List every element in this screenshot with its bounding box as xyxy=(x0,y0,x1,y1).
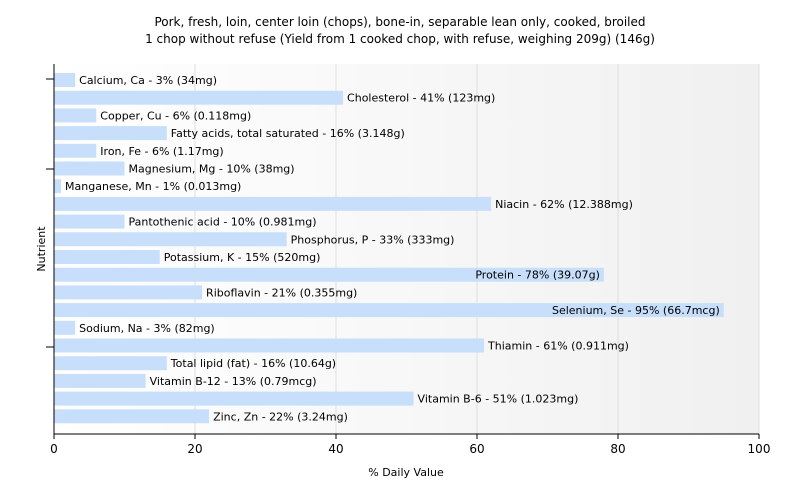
plot-background xyxy=(54,64,759,434)
bar-label: Manganese, Mn - 1% (0.013mg) xyxy=(65,180,241,193)
bar-label: Iron, Fe - 6% (1.17mg) xyxy=(100,145,223,158)
bar-label: Vitamin B-12 - 13% (0.79mcg) xyxy=(150,375,317,388)
bar-label: Protein - 78% (39.07g) xyxy=(475,269,600,282)
bar xyxy=(54,391,414,406)
bar-labels: Calcium, Ca - 3% (34mg) Cholesterol - 41%… xyxy=(65,74,720,423)
grid-lines xyxy=(194,64,760,434)
bar-label: Niacin - 62% (12.388mg) xyxy=(495,198,633,211)
bar xyxy=(54,267,604,282)
x-tick-label: 20 xyxy=(187,442,202,456)
bar xyxy=(54,232,287,247)
bar-label: Selenium, Se - 95% (66.7mcg) xyxy=(552,304,720,317)
bar-label: Magnesium, Mg - 10% (38mg) xyxy=(129,163,295,176)
bar xyxy=(54,409,210,424)
bar-label: Sodium, Na - 3% (82mg) xyxy=(79,322,215,335)
bar xyxy=(54,90,344,105)
bar xyxy=(54,161,125,176)
bars xyxy=(54,73,724,424)
x-axis-label: % Daily Value xyxy=(368,466,444,479)
y-axis-label: Nutrient xyxy=(35,226,48,272)
x-tick-labels: 0 20 40 60 80 100 xyxy=(50,434,770,456)
axes xyxy=(46,64,759,435)
bar xyxy=(54,338,485,353)
bar-label: Fatty acids, total saturated - 16% (3.14… xyxy=(171,127,405,140)
bar xyxy=(54,303,724,318)
x-tick-label: 40 xyxy=(328,442,343,456)
bar-label: Phosphorus, P - 33% (333mg) xyxy=(291,233,455,246)
bar-label: Vitamin B-6 - 51% (1.023mg) xyxy=(418,393,579,406)
bar-label: Pantothenic acid - 10% (0.981mg) xyxy=(129,216,317,229)
bar xyxy=(54,143,97,158)
x-tick-label: 80 xyxy=(610,442,625,456)
bar-label: Potassium, K - 15% (520mg) xyxy=(164,251,321,264)
x-tick-label: 0 xyxy=(50,442,58,456)
bar-label: Riboflavin - 21% (0.355mg) xyxy=(206,286,357,299)
bar xyxy=(54,250,160,264)
bar xyxy=(54,320,76,335)
bar-label: Total lipid (fat) - 16% (10.64g) xyxy=(170,357,336,370)
bar xyxy=(54,179,62,194)
bar xyxy=(54,196,492,211)
bar xyxy=(54,214,125,229)
chart-title: Pork, fresh, loin, center loin (chops), … xyxy=(154,15,646,29)
x-tick-label: 100 xyxy=(748,442,771,456)
x-tick-label: 60 xyxy=(469,442,484,456)
bar-label: Zinc, Zn - 22% (3.24mg) xyxy=(213,410,348,423)
bar-label: Calcium, Ca - 3% (34mg) xyxy=(79,74,217,87)
bar xyxy=(54,356,167,371)
bar xyxy=(54,285,203,300)
chart-subtitle: 1 chop without refuse (Yield from 1 cook… xyxy=(145,32,655,46)
bar-label: Copper, Cu - 6% (0.118mg) xyxy=(100,109,251,122)
bar-label: Thiamin - 61% (0.911mg) xyxy=(487,340,629,353)
bar xyxy=(54,73,76,87)
bar-label: Cholesterol - 41% (123mg) xyxy=(347,92,495,105)
bar xyxy=(54,126,167,141)
bar xyxy=(54,108,97,123)
bar xyxy=(54,373,146,388)
